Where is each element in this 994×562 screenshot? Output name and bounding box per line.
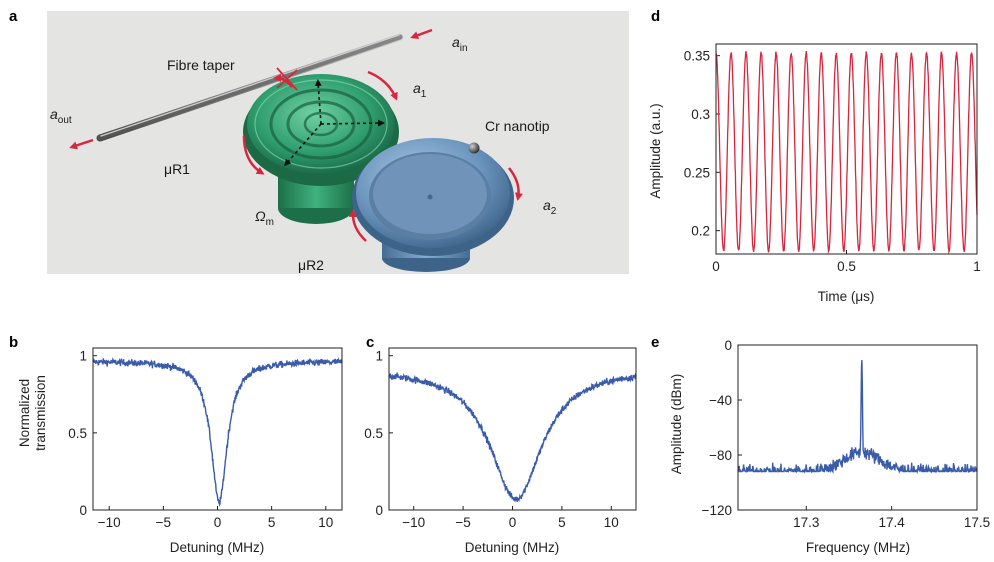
y-tick-label: 0.5	[364, 426, 383, 441]
plot-frame	[715, 43, 978, 255]
fibre-taper-label: Fibre taper	[167, 57, 235, 73]
y-tick-label: 0.35	[684, 49, 710, 64]
spectrum-trace	[738, 360, 978, 475]
panel-c: c −10 −5 0 5 10 0 0.5 1 Detuning (MHz)	[364, 334, 637, 555]
uR1-label: μR1	[164, 161, 190, 177]
y-tick-label: 0	[724, 338, 732, 353]
a-in-label: ain	[452, 34, 468, 54]
panel-label-e: e	[651, 334, 659, 351]
c-xlabel: Detuning (MHz)	[465, 540, 560, 555]
microresonator-2	[352, 138, 514, 272]
x-tick-label: 5	[558, 515, 566, 530]
x-tick-label: 0	[214, 515, 222, 530]
x-tick-label: 17.4	[879, 515, 906, 530]
y-tick-label: 0.25	[684, 165, 710, 180]
y-tick-label: −80	[709, 448, 732, 463]
panel-d: d Amplitude (a.u.) 0 0.5 1 0.2 0.25 0.3 0.35 T…	[648, 8, 981, 304]
panel-label-d: d	[651, 8, 660, 25]
x-tick-label: −10	[98, 515, 121, 530]
plot-frame	[388, 347, 637, 511]
cross-mark-icon	[276, 67, 298, 91]
output-arrow-icon	[69, 138, 94, 150]
circulation-arrow-4-icon	[348, 209, 367, 242]
x-tick-label: −5	[455, 515, 470, 530]
x-tick-label: −10	[402, 515, 425, 530]
panel-label-a: a	[9, 8, 18, 25]
y-tick-label: 0.2	[691, 224, 710, 239]
x-tick-label: 0	[509, 515, 517, 530]
y-tick-label: 0.3	[691, 107, 710, 122]
d-xlabel: Time (μs)	[818, 289, 875, 304]
fibre-taper	[96, 33, 404, 142]
circulation-arrow-3-icon	[508, 167, 523, 201]
cr-nanotip-label: Cr nanotip	[485, 118, 550, 134]
transmission-trace	[388, 372, 637, 502]
panel-label-b: b	[9, 334, 18, 351]
e-xlabel: Frequency (MHz)	[806, 540, 910, 555]
transmission-trace	[92, 357, 343, 507]
x-tick-label: 17.5	[964, 515, 990, 530]
omega-m-label: Ωm	[255, 208, 274, 228]
panel-b: b Normalized transmission −10 −5 0 5 10 0 0.5 1…	[9, 334, 343, 555]
cr-nanotip-icon	[468, 142, 480, 154]
b-ylabel-line1: Normalized	[17, 379, 32, 447]
chart-b: −10 −5 0 5 10 0 0.5 1	[68, 347, 343, 530]
b-ylabel-line2: transmission	[33, 375, 48, 451]
y-tick-label: 0	[79, 503, 87, 518]
circulation-arrow-2-icon	[242, 135, 265, 175]
uR2-label: μR2	[298, 257, 324, 273]
optical-arrows	[69, 28, 523, 242]
panel-a: a	[9, 8, 629, 274]
chart-e: 17.3 17.4 17.5 0 −40 −80 −120	[702, 338, 991, 530]
input-arrow-icon	[410, 28, 433, 40]
plot-frame	[92, 347, 343, 511]
x-tick-label: 1	[973, 259, 981, 274]
y-tick-label: 0	[375, 503, 383, 518]
x-tick-label: 10	[318, 515, 333, 530]
y-tick-label: −120	[702, 503, 732, 518]
y-tick-label: 0.5	[68, 426, 87, 441]
x-tick-label: 0	[712, 259, 720, 274]
b-xlabel: Detuning (MHz)	[170, 540, 265, 555]
x-tick-label: 10	[604, 515, 619, 530]
a1-label: a1	[413, 80, 427, 100]
panel-label-c: c	[366, 334, 374, 351]
x-tick-label: −5	[156, 515, 171, 530]
a2-label: a2	[543, 197, 557, 217]
e-ylabel: Amplitude (dBm)	[669, 374, 684, 475]
x-tick-label: 0.5	[837, 259, 856, 274]
d-ylabel: Amplitude (a.u.)	[648, 103, 663, 198]
chart-d: 0 0.5 1 0.2 0.25 0.3 0.35	[684, 43, 981, 274]
microresonator-1	[243, 74, 399, 224]
chart-c: −10 −5 0 5 10 0 0.5 1	[364, 347, 637, 530]
panel-e: e Amplitude (dBm) 17.3 17.4 17.5 0 −40 −80 −12…	[651, 334, 990, 555]
x-tick-label: 5	[268, 515, 276, 530]
x-tick-label: 17.3	[793, 515, 819, 530]
y-tick-label: −40	[709, 393, 732, 408]
y-tick-label: 1	[79, 349, 87, 364]
circulation-arrow-1-icon	[367, 70, 398, 101]
y-tick-label: 1	[375, 349, 383, 364]
amplitude-trace	[715, 50, 978, 255]
a-out-label: aout	[50, 106, 72, 126]
plot-frame	[737, 344, 978, 511]
